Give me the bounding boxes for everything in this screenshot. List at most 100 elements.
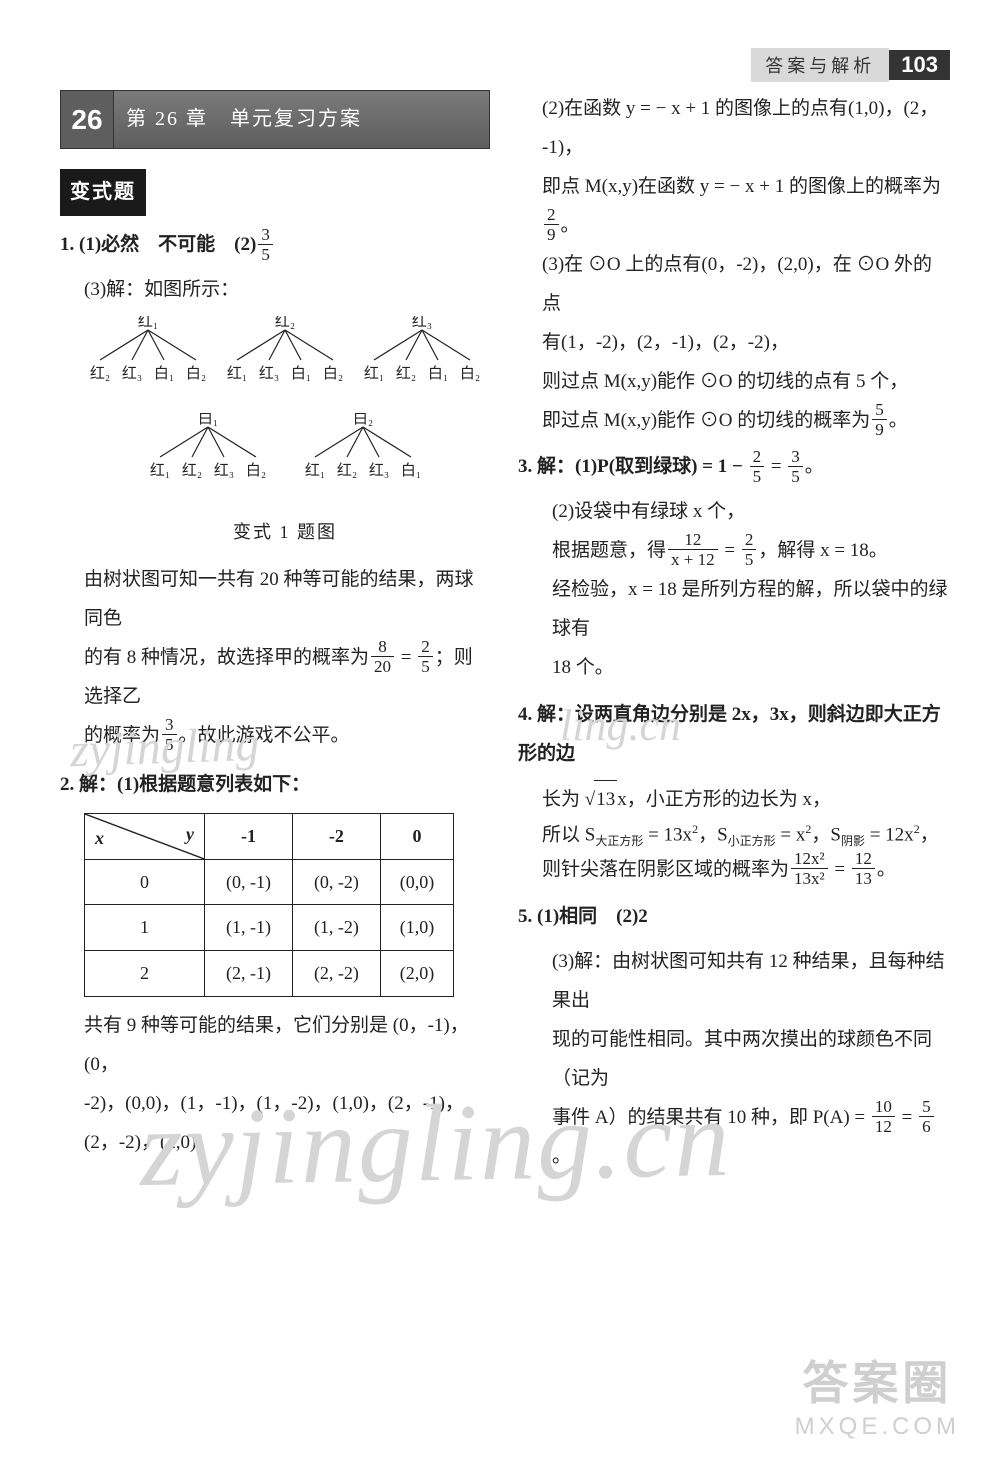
- q2-p3: (2，-2)，(2,0)。: [60, 1124, 490, 1163]
- tree-unit: 红₂红₁红₃白₁白₂: [223, 316, 347, 411]
- q1-line1-text: 1. (1)必然 不可能 (2): [60, 234, 256, 255]
- fraction: 25: [742, 531, 757, 568]
- frac-n: 5: [872, 401, 887, 420]
- cell: (0,0): [380, 859, 453, 905]
- tree-caption: 变式 1 题图: [80, 514, 490, 551]
- tree-row-2: 白₁红₁红₂红₃白₂白₂红₁红₂红₃白₁: [80, 413, 490, 508]
- text: =: [396, 647, 416, 668]
- tree-unit: 红₁红₂红₃白₁白₂: [86, 316, 210, 411]
- fraction: 1213: [852, 850, 875, 887]
- q2c-l7: 即过点 M(x,y)能作 ⊙O 的切线的概率为59。: [518, 402, 948, 441]
- row-header: 2: [85, 951, 205, 997]
- svg-text:白₁: 白₁: [400, 462, 420, 479]
- q1-line2: (3)解：如图所示：: [60, 271, 490, 310]
- fraction: 35: [258, 226, 273, 263]
- tree-svg: 白₁红₁红₂红₃白₂: [146, 413, 270, 493]
- page: 答案与解析 103 26 第 26 章 单元复习方案 变式题 1. (1)必然 …: [0, 0, 1000, 1471]
- q2c-l4: (3)在 ⊙O 上的点有(0，-2)，(2,0)，在 ⊙O 外的点: [518, 246, 948, 324]
- diag-cell: y x: [85, 813, 205, 859]
- table-row: 1 (1, -1) (1, -2) (1,0): [85, 905, 454, 951]
- question-5: 5. (1)相同 (2)2: [518, 898, 948, 937]
- stamp: 答案圈 MXQE.COM: [795, 1347, 960, 1441]
- table-row: 2 (2, -1) (2, -2) (2,0): [85, 951, 454, 997]
- fraction: 820: [371, 638, 394, 675]
- svg-text:白₁: 白₁: [154, 365, 174, 382]
- sub: 小正方形: [728, 834, 776, 848]
- frac-d: 20: [371, 657, 394, 675]
- frac-d: 6: [919, 1117, 934, 1135]
- tree-svg: 白₂红₁红₂红₃白₁: [301, 413, 425, 493]
- frac-n: 2: [544, 206, 559, 225]
- frac-n: 2: [750, 448, 765, 467]
- text: 事件 A）的结果共有 10 种，即 P(A) =: [552, 1107, 870, 1128]
- frac-d: 5: [788, 467, 803, 485]
- stamp-line1: 答案圈: [795, 1347, 960, 1413]
- tree-svg: 红₁红₂红₃白₁白₂: [86, 316, 210, 396]
- text: x，小正方形的边长为 x，: [617, 789, 831, 810]
- svg-text:红₁: 红₁: [138, 316, 158, 330]
- fraction: 59: [872, 401, 887, 438]
- text: 。: [889, 410, 908, 431]
- svg-text:红₂: 红₂: [275, 316, 295, 330]
- svg-text:白₂: 白₂: [460, 365, 480, 382]
- text: 。: [561, 215, 580, 236]
- q2-head: 2. 解：(1)根据题意列表如下：: [60, 774, 310, 795]
- frac-d: 5: [258, 245, 273, 263]
- svg-text:白₁: 白₁: [428, 365, 448, 382]
- svg-text:白₂: 白₂: [186, 365, 206, 382]
- fraction: 35: [162, 716, 177, 753]
- text: 。: [877, 859, 896, 880]
- q5-l1: 5. (1)相同 (2)2: [518, 906, 648, 927]
- frac-d: 5: [162, 735, 177, 753]
- svg-text:红₁: 红₁: [227, 365, 247, 382]
- svg-text:红₁: 红₁: [304, 462, 324, 479]
- fraction: 12x²13x²: [791, 850, 828, 887]
- svg-text:红₂: 红₂: [181, 462, 201, 479]
- q5-l3: 现的可能性相同。其中两次摸出的球颜色不同（记为: [518, 1021, 948, 1099]
- svg-text:红₂: 红₂: [90, 365, 110, 382]
- text: 根据题意，得: [552, 540, 666, 561]
- q4-l3: 所以 S大正方形 = 13x2，S小正方形 = x2，S阴影 = 12x2，: [518, 820, 948, 851]
- col-header: -2: [292, 813, 380, 859]
- frac-n: 3: [788, 448, 803, 467]
- q4-l2: 长为 √13x，小正方形的边长为 x，: [518, 780, 948, 820]
- q1-line1: 1. (1)必然 不可能 (2): [60, 234, 256, 255]
- tree-svg: 红₃红₁红₂白₁白₂: [360, 316, 484, 396]
- header-label: 答案与解析: [751, 48, 889, 82]
- cell: (1, -2): [292, 905, 380, 951]
- q3-l1a: 3. 解：(1)P(取到绿球) = 1 −: [518, 456, 748, 477]
- col-header: 0: [380, 813, 453, 859]
- svg-text:红₁: 红₁: [364, 365, 384, 382]
- q2-p1: 共有 9 种等可能的结果，它们分别是 (0，-1)，(0，: [60, 1007, 490, 1085]
- right-column: (2)在函数 y = − x + 1 的图像上的点有(1,0)，(2， -1)，…: [518, 90, 948, 1177]
- text: =: [720, 540, 740, 561]
- cell: (2, -2): [292, 951, 380, 997]
- chapter-title: 第 26 章 单元复习方案: [114, 90, 490, 149]
- cell: (2, -1): [205, 951, 293, 997]
- frac-n: 2: [418, 638, 433, 657]
- cell: (1, -1): [205, 905, 293, 951]
- frac-d: 12: [872, 1117, 895, 1135]
- text: =: [830, 859, 850, 880]
- sub: 大正方形: [595, 834, 643, 848]
- frac-d: 13: [852, 869, 875, 887]
- table-row: 0 (0, -1) (0, -2) (0,0): [85, 859, 454, 905]
- svg-text:白₂: 白₂: [245, 462, 265, 479]
- tree-unit: 白₁红₁红₂红₃白₂: [146, 413, 270, 508]
- q1-para-b: 的有 8 种情况，故选择甲的概率为820 = 25；则选择乙: [60, 639, 490, 717]
- q3-l3: 根据题意，得12x + 12 = 25，解得 x = 18。: [518, 532, 948, 571]
- q1-para-c: 的概率为35。故此游戏不公平。: [60, 717, 490, 756]
- text: 。故此游戏不公平。: [179, 725, 350, 746]
- q2c-l3: 即点 M(x,y)在函数 y = − x + 1 的图像上的概率为29。: [518, 168, 948, 246]
- page-number: 103: [889, 50, 950, 80]
- y-label: y: [186, 816, 194, 853]
- text: ，解得 x = 18。: [758, 540, 887, 561]
- svg-text:白₂: 白₂: [352, 413, 372, 427]
- chapter-banner: 26 第 26 章 单元复习方案: [60, 90, 490, 149]
- svg-text:白₂: 白₂: [323, 365, 343, 382]
- frac-n: 10: [872, 1098, 895, 1117]
- frac-n: 2: [742, 531, 757, 550]
- q2-table: y x -1 -2 0 0 (0, -1) (0, -2) (0,0) 1 (1…: [84, 813, 454, 998]
- table-row: y x -1 -2 0: [85, 813, 454, 859]
- svg-text:红₃: 红₃: [259, 365, 279, 382]
